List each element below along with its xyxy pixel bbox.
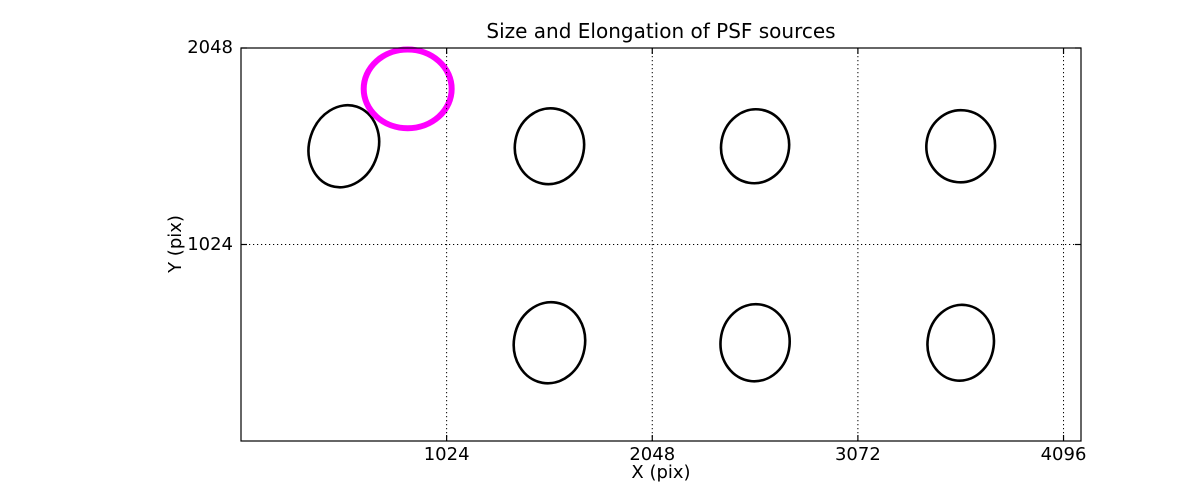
psf-ellipse [926, 303, 996, 382]
psf-ellipse [719, 108, 791, 185]
x-tick-label: 3072 [834, 444, 881, 465]
x-tick-label: 4096 [1040, 444, 1087, 465]
x-axis-label: X (pix) [631, 462, 691, 483]
x-tick-label: 1024 [423, 444, 470, 465]
x-tick-label: 2048 [629, 444, 676, 465]
y-axis-label: Y (pix) [165, 215, 186, 273]
psf-ellipse [307, 103, 381, 189]
psf-ellipse [513, 107, 586, 186]
y-tick-label: 1024 [187, 233, 233, 255]
psf-ellipse [512, 300, 587, 385]
highlighted-psf-ellipse [360, 46, 455, 132]
psf-ellipse [925, 108, 997, 184]
y-tick-label: 2048 [187, 37, 233, 58]
chart-title: Size and Elongation of PSF sources [486, 19, 836, 43]
psf-ellipse [719, 302, 791, 383]
